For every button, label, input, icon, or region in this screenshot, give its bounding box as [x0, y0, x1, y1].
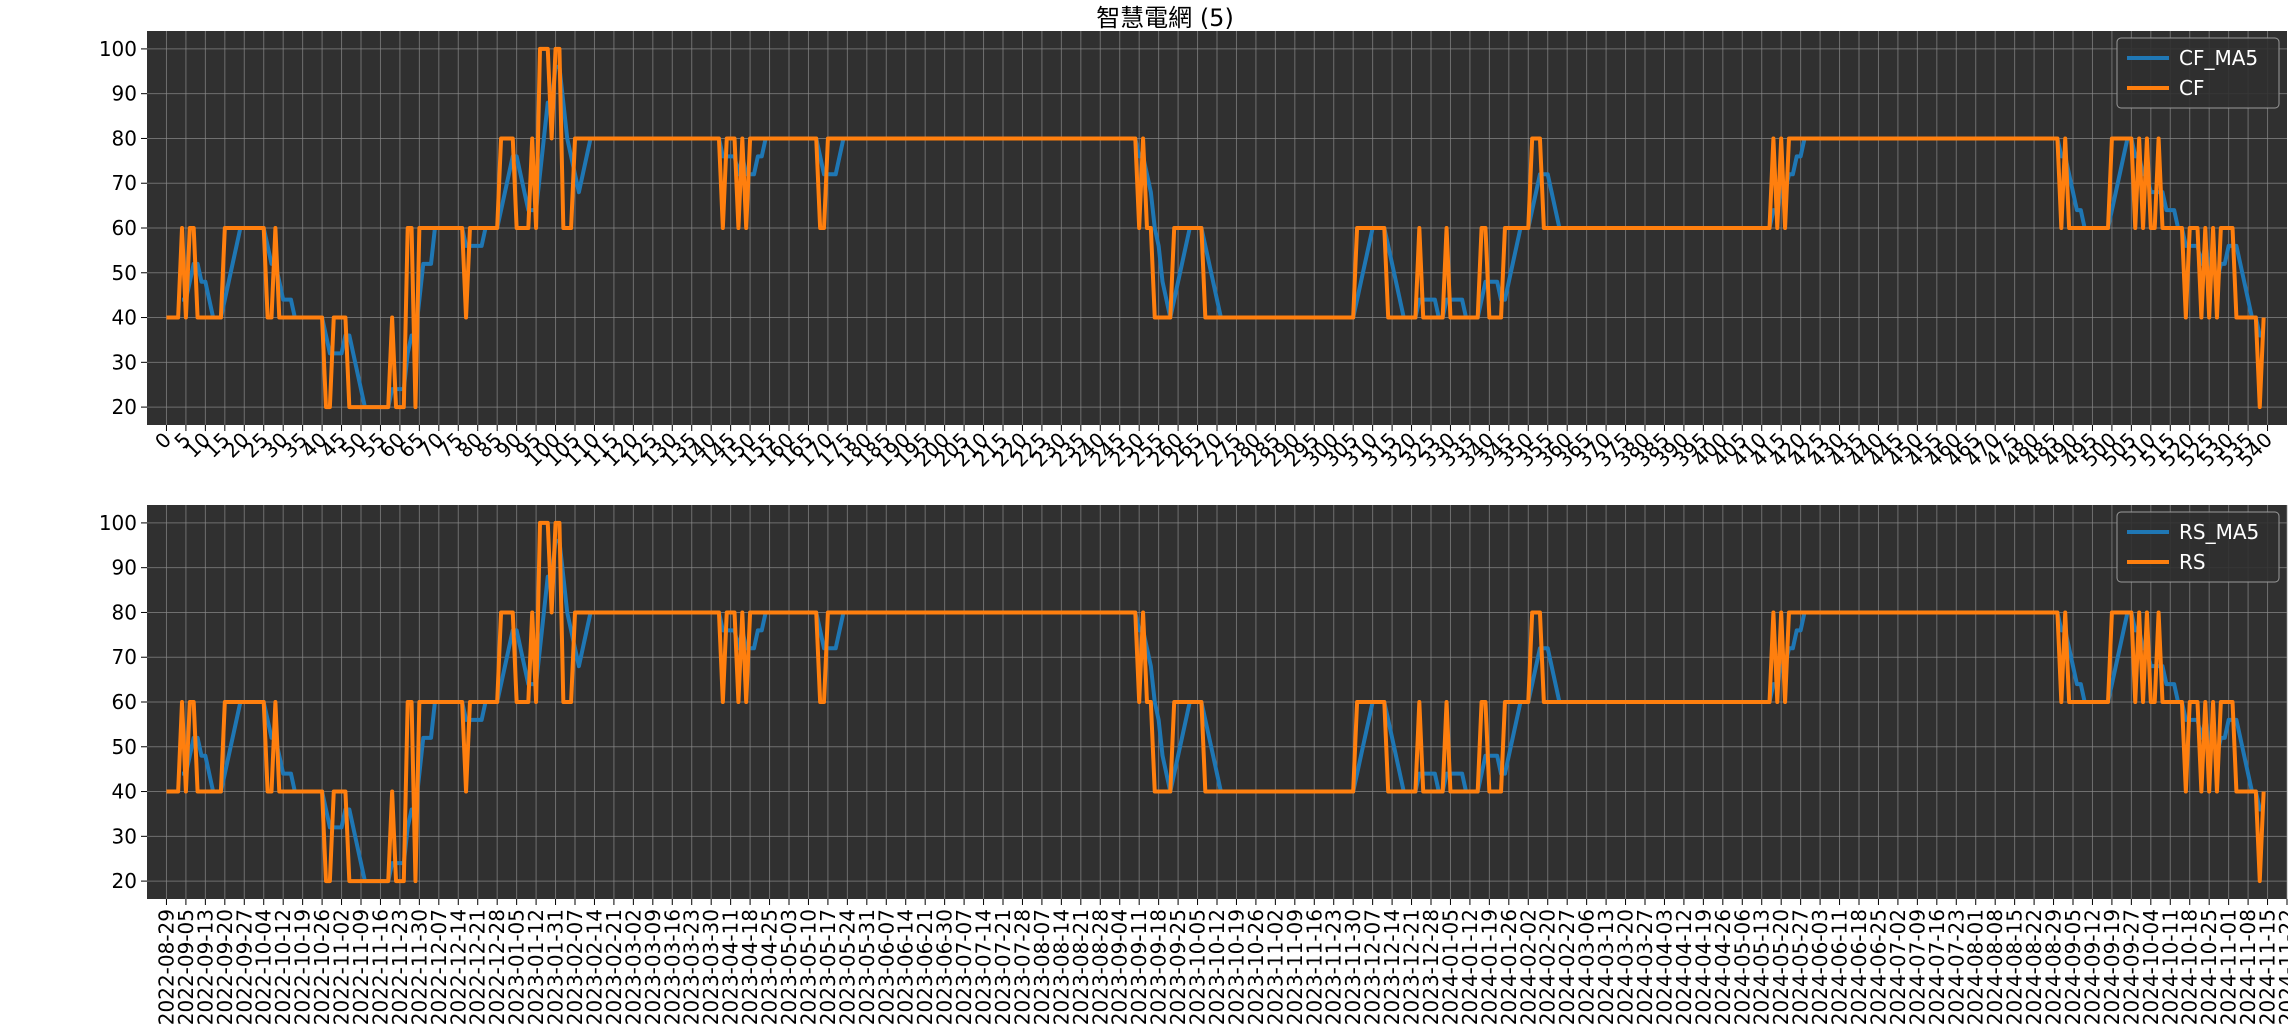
- y-tick-label: 80: [112, 600, 137, 624]
- y-tick-label: 60: [112, 690, 137, 714]
- y-tick-label: 100: [99, 511, 137, 535]
- y-tick-label: 70: [112, 645, 137, 669]
- legend-entry: RS: [2179, 550, 2206, 574]
- chart-panel-top: 0510152025303540455055606570758085909510…: [99, 31, 2287, 472]
- chart-title: 智慧電網 (5): [1096, 4, 1234, 32]
- y-tick-labels: 20 30 40 50 60 70 80 90 100: [99, 511, 147, 893]
- y-tick-label: 90: [112, 556, 137, 580]
- y-tick-label: 60: [112, 216, 137, 240]
- y-tick-label: 30: [112, 824, 137, 848]
- y-tick-label: 40: [112, 306, 137, 330]
- x-tick-label: 2024-11-22: [2275, 909, 2288, 1025]
- y-tick-label: 50: [112, 261, 137, 285]
- legend: CF_MA5 CF: [2117, 38, 2279, 108]
- y-tick-label: 100: [99, 37, 137, 61]
- y-tick-label: 70: [112, 171, 137, 195]
- x-tick-labels: 2022-08-292022-09-052022-09-132022-09-20…: [154, 899, 2288, 1025]
- y-tick-label: 50: [112, 735, 137, 759]
- x-tick-labels: 0510152025303540455055606570758085909510…: [150, 425, 2277, 472]
- legend: RS_MA5 RS: [2117, 512, 2279, 582]
- y-tick-label: 90: [112, 82, 137, 106]
- legend-entry: RS_MA5: [2179, 520, 2259, 544]
- legend-entry: CF: [2179, 76, 2204, 100]
- y-tick-label: 40: [112, 780, 137, 804]
- y-tick-label: 80: [112, 126, 137, 150]
- legend-entry: CF_MA5: [2179, 46, 2258, 70]
- y-tick-label: 30: [112, 350, 137, 374]
- y-tick-label: 20: [112, 869, 137, 893]
- chart-panel-bottom: 2022-08-292022-09-052022-09-132022-09-20…: [99, 505, 2288, 1025]
- y-tick-label: 20: [112, 395, 137, 419]
- y-tick-labels: 20 30 40 50 60 70 80 90 100: [99, 37, 147, 419]
